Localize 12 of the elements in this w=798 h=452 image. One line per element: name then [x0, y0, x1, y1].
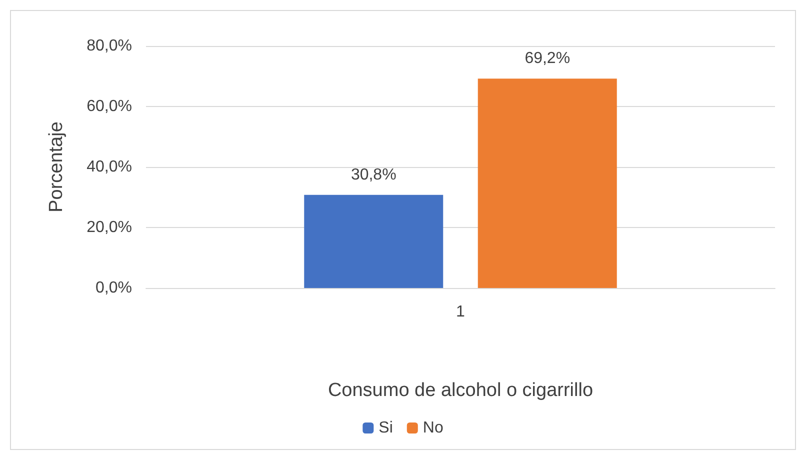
- y-tick-label: 60,0%: [86, 98, 132, 115]
- y-tick-label: 80,0%: [86, 38, 132, 54]
- x-tick-label: 1: [456, 304, 466, 320]
- y-tick-label: 0,0%: [96, 280, 132, 296]
- y-tick-label: 40,0%: [86, 158, 132, 176]
- legend-label: No: [422, 420, 444, 436]
- y-axis-title: Porcentaje: [46, 122, 67, 212]
- x-axis-title: Consumo de alcohol o cigarrillo: [328, 380, 594, 401]
- y-tick-label: 20,0%: [86, 219, 132, 236]
- data-label: 69,2%: [524, 50, 570, 68]
- legend-label: Si: [378, 420, 393, 436]
- data-label: 30,8%: [350, 166, 396, 184]
